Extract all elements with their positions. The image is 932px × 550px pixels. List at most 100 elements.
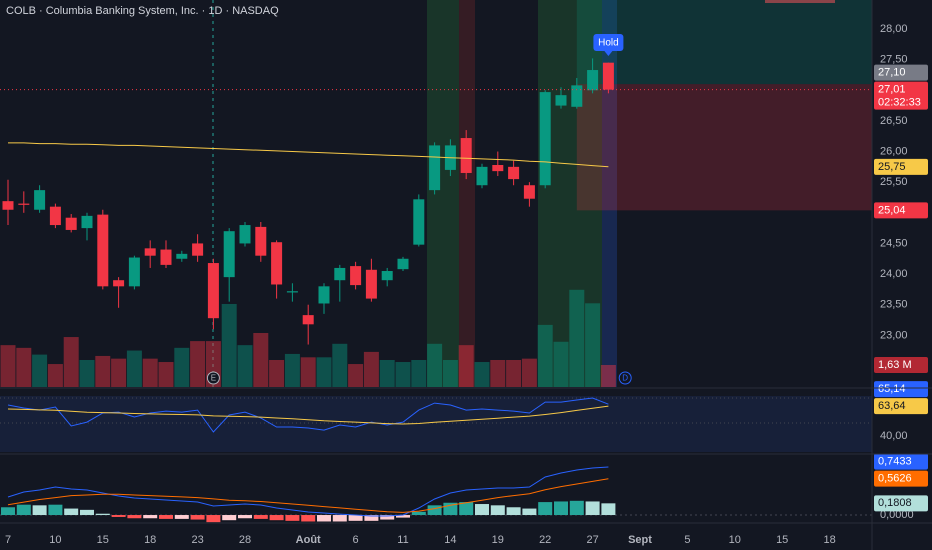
- volume-bar: [411, 360, 427, 387]
- stop-zone: [576, 84, 872, 211]
- event-marker: [206, 371, 220, 385]
- y-tick-label: 24,00: [880, 268, 908, 280]
- x-tick-label: 15: [776, 534, 788, 546]
- candle-body: [350, 266, 362, 286]
- histogram-bar: [332, 515, 347, 522]
- histogram-bar: [222, 515, 237, 521]
- y-tick-label: 0,0000: [880, 509, 914, 521]
- x-tick-label: 15: [97, 534, 109, 546]
- histogram-bar: [380, 515, 395, 520]
- candle-body: [397, 258, 409, 270]
- chart-header: COLB · Columbia Banking System, Inc. · 1…: [6, 5, 279, 17]
- x-tick-label: 19: [492, 534, 504, 546]
- y-tick-label: 40,00: [880, 430, 908, 442]
- histogram-bar: [127, 515, 142, 519]
- signal-pointer: [604, 51, 613, 56]
- event-label: E: [211, 374, 216, 383]
- x-tick-label: 10: [729, 534, 741, 546]
- x-tick-label: 23: [191, 534, 203, 546]
- histogram-bar: [506, 507, 521, 516]
- candle-body: [239, 225, 251, 244]
- volume-bar: [490, 360, 506, 387]
- volume-bar: [537, 324, 553, 387]
- volume-bar: [442, 360, 458, 387]
- candle-body: [81, 215, 93, 229]
- histogram-bar: [396, 515, 410, 518]
- indicator-line: [7, 478, 609, 513]
- histogram-bar: [1, 507, 15, 516]
- histogram-bar: [238, 515, 252, 519]
- volume-bar: [237, 345, 253, 387]
- histogram-bar: [285, 515, 300, 521]
- price-badge-label: 25,75: [878, 161, 906, 173]
- volume-bar: [332, 343, 348, 387]
- x-tick-label: 11: [397, 534, 408, 546]
- volume-bar: [221, 303, 237, 387]
- signal-band-buy: [538, 0, 602, 387]
- volume-bar: [363, 351, 379, 387]
- candle-body: [18, 203, 30, 205]
- volume-bar: [253, 333, 269, 387]
- price-badge: [874, 356, 928, 373]
- volume-bar: [111, 358, 127, 387]
- volume-bar: [0, 345, 16, 387]
- volume-bar: [63, 337, 79, 387]
- candle-body: [128, 257, 140, 287]
- x-tick-label: 7: [5, 534, 11, 546]
- volume-bar: [269, 360, 285, 387]
- volume-bar: [142, 358, 158, 387]
- volume-bar: [174, 347, 190, 387]
- volume-bar: [47, 364, 63, 387]
- volume-bar: [600, 364, 616, 387]
- event-label: D: [622, 374, 628, 383]
- candle-body: [539, 92, 551, 186]
- signal-label: Hold: [598, 38, 619, 49]
- background-layer: [0, 0, 872, 452]
- candle-body: [2, 201, 14, 210]
- candle-body: [286, 291, 298, 293]
- x-tick-label: 5: [684, 534, 690, 546]
- candle-body: [223, 231, 235, 278]
- histogram-bar: [111, 515, 126, 517]
- price-badge: [874, 202, 928, 219]
- target-zone: [576, 0, 872, 85]
- histogram-bar: [32, 505, 47, 516]
- volume-bar: [379, 360, 395, 387]
- price-badge-label: 1,63 M: [878, 359, 912, 371]
- volume-bar: [126, 350, 142, 387]
- x-tick-label: 28: [239, 534, 251, 546]
- price-badge-label: 0,5626: [878, 473, 912, 485]
- candle-body: [144, 248, 156, 256]
- histogram-bar: [190, 515, 205, 520]
- histogram-bar: [427, 505, 442, 516]
- candle-body: [602, 62, 614, 90]
- candle-body: [460, 138, 472, 173]
- candle-body: [429, 145, 441, 191]
- histogram-bar: [554, 501, 568, 516]
- candle-body: [160, 249, 172, 265]
- x-tick-label: 14: [444, 534, 456, 546]
- volume-bar: [521, 358, 537, 387]
- candle-body: [176, 253, 188, 259]
- candle-body: [476, 166, 488, 186]
- histogram-bar: [475, 504, 489, 516]
- volume-bar: [16, 347, 32, 387]
- histogram-bar: [269, 515, 284, 521]
- histogram-bar: [159, 515, 173, 519]
- price-badge-label: 0,1808: [878, 497, 912, 509]
- candle-body: [207, 263, 219, 319]
- candle-body: [271, 242, 283, 285]
- candle-body: [113, 280, 125, 287]
- histogram-bar: [48, 504, 63, 516]
- signal-band-buy: [427, 0, 459, 387]
- y-tick-label: 25,50: [880, 176, 908, 188]
- x-tick-label: 6: [353, 534, 359, 546]
- histogram-bar: [143, 515, 158, 519]
- price-badge: [874, 64, 928, 81]
- histogram-bar: [569, 500, 584, 516]
- price-badge: [874, 470, 928, 487]
- volume-bar: [158, 362, 174, 387]
- histogram-bar: [490, 505, 505, 516]
